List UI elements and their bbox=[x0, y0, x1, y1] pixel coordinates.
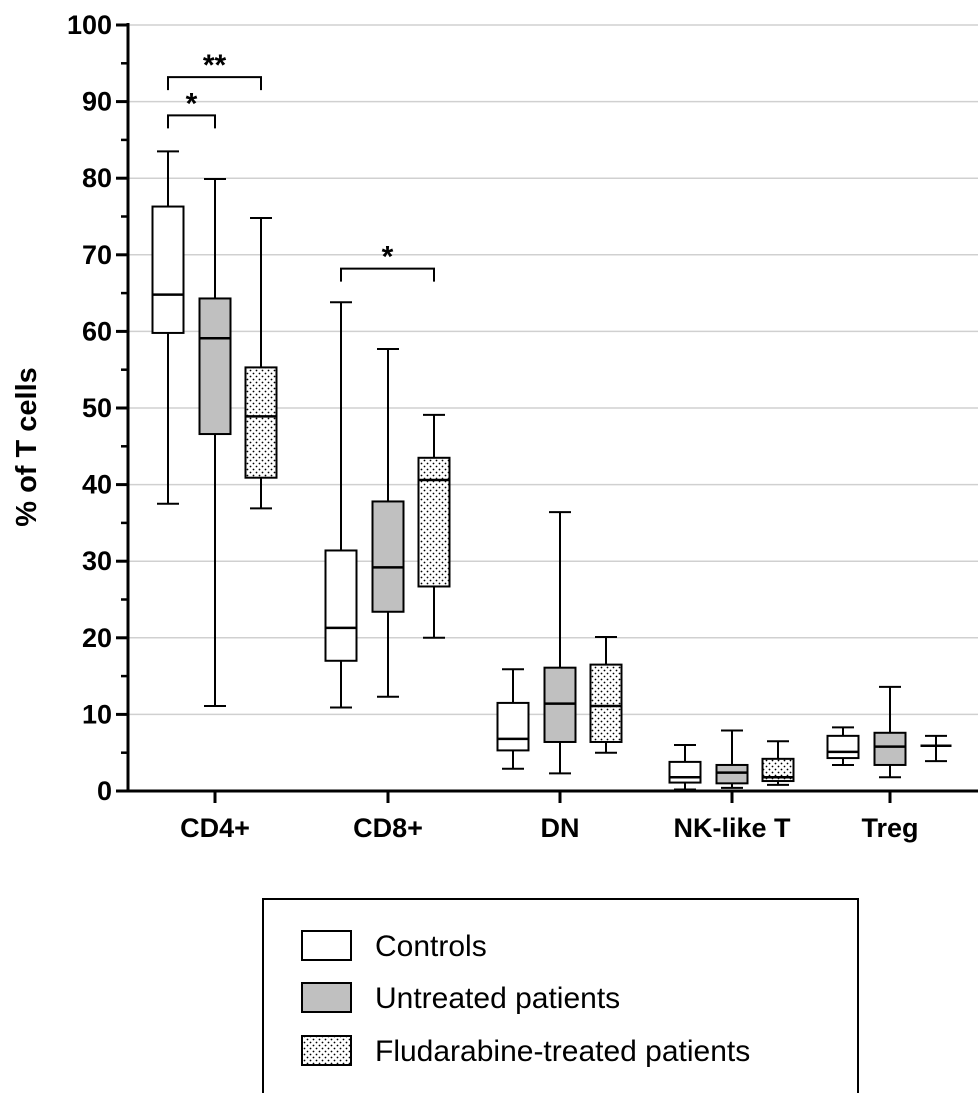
box-iqr bbox=[826, 734, 860, 760]
significance-brackets: **** bbox=[167, 49, 435, 282]
significance-bracket-2: * bbox=[340, 241, 435, 282]
significance-label: * bbox=[186, 87, 198, 120]
legend-label-1: Untreated patients bbox=[375, 982, 620, 1015]
bracket-line bbox=[167, 114, 216, 129]
significance-bracket-0: ** bbox=[167, 49, 262, 91]
gridlines bbox=[128, 24, 978, 716]
y-tick-label: 80 bbox=[82, 163, 112, 193]
significance-label: * bbox=[382, 241, 394, 274]
box-iqr bbox=[244, 366, 278, 479]
legend: Controls Untreated patients Fludarabine-tr… bbox=[262, 898, 859, 1093]
y-tick-label: 50 bbox=[82, 393, 112, 423]
box-0-2 bbox=[496, 668, 530, 770]
box-0-4 bbox=[826, 726, 860, 766]
x-tick-label: CD8+ bbox=[353, 813, 423, 843]
significance-label: ** bbox=[203, 49, 227, 82]
legend-swatch-2 bbox=[301, 1035, 352, 1066]
box-2-1 bbox=[417, 413, 451, 639]
legend-label-2: Fludarabine-treated patients bbox=[375, 1035, 750, 1068]
box-iqr bbox=[324, 549, 358, 662]
y-tick-label: 70 bbox=[82, 240, 112, 270]
box-iqr bbox=[761, 757, 795, 783]
box-iqr bbox=[589, 663, 623, 743]
y-axis-label: % of T cells bbox=[11, 367, 43, 527]
x-tick-label: CD4+ bbox=[180, 813, 250, 843]
box-0-3 bbox=[668, 744, 702, 791]
box-series bbox=[151, 150, 952, 791]
y-tick-label: 20 bbox=[82, 623, 112, 653]
legend-box bbox=[262, 898, 859, 1093]
legend-swatch-1 bbox=[301, 982, 352, 1013]
y-tick-label: 40 bbox=[82, 470, 112, 500]
y-tick-label: 0 bbox=[97, 776, 112, 806]
box-1-4 bbox=[873, 685, 907, 779]
box-2-3 bbox=[761, 740, 795, 786]
legend-swatch-0 bbox=[301, 930, 352, 961]
box-iqr bbox=[715, 763, 749, 785]
box-iqr bbox=[496, 701, 530, 752]
box-2-2 bbox=[589, 636, 623, 754]
bracket-line bbox=[340, 267, 435, 282]
box-1-1 bbox=[371, 348, 405, 698]
x-tick-label: Treg bbox=[861, 813, 918, 843]
y-tick-label: 10 bbox=[82, 699, 112, 729]
box-2-4 bbox=[920, 734, 952, 763]
significance-bracket-1: * bbox=[167, 87, 216, 129]
bracket-line bbox=[167, 76, 262, 91]
box-iqr bbox=[668, 760, 702, 784]
box-1-3 bbox=[715, 729, 749, 789]
box-1-2 bbox=[543, 511, 577, 775]
y-tick-label: 100 bbox=[67, 10, 112, 40]
box-iqr bbox=[417, 456, 451, 588]
axes: 0 10 20 30 40 50 60 70 80 90 100 CD4+ CD8+ DN NK-like … bbox=[67, 10, 978, 843]
box-0-1 bbox=[324, 301, 358, 709]
legend-label-0: Controls bbox=[375, 930, 487, 963]
x-tick-label: DN bbox=[541, 813, 580, 843]
box-1-0 bbox=[198, 177, 232, 707]
box-iqr bbox=[873, 731, 907, 766]
box-2-0 bbox=[244, 217, 278, 510]
box-0-0 bbox=[151, 150, 185, 505]
x-tick-label: NK-like T bbox=[673, 813, 791, 843]
y-tick-label: 90 bbox=[82, 87, 112, 117]
y-tick-label: 30 bbox=[82, 546, 112, 576]
box-iqr bbox=[371, 500, 405, 613]
y-tick-label: 60 bbox=[82, 316, 112, 346]
box-iqr bbox=[151, 205, 185, 334]
box-iqr bbox=[198, 297, 232, 436]
